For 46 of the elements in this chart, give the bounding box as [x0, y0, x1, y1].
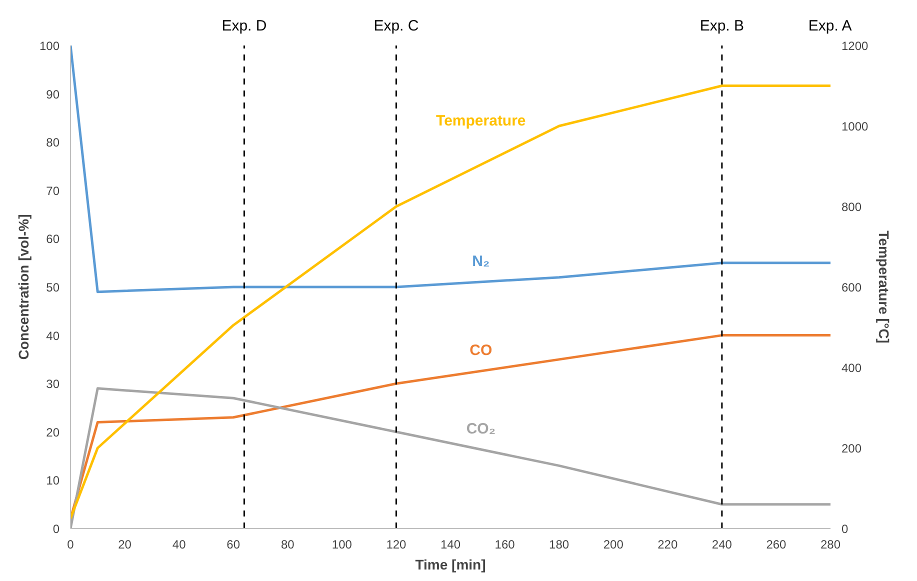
y-tick-label: 90: [46, 87, 60, 102]
x-tick-label: 20: [118, 538, 132, 552]
y2-tick-label: 1000: [842, 120, 869, 134]
series-label: CO: [470, 342, 492, 360]
x-tick-label: 260: [766, 538, 787, 552]
y2-tick-label: 1200: [842, 39, 869, 53]
x-tick-label: 160: [494, 538, 516, 552]
y-tick-label: 10: [46, 474, 60, 488]
line-series: [70, 84, 830, 520]
x-tick-label: 240: [712, 538, 732, 552]
x-tick-label: 280: [820, 538, 841, 552]
series-label: CO₂: [466, 420, 496, 438]
line-series: [70, 46, 830, 294]
y2-tick-label: 600: [842, 280, 862, 294]
text: Exp. A: [808, 18, 852, 34]
x-tick-label: 80: [280, 538, 295, 552]
x-tick-label: 200: [603, 538, 624, 552]
ref-line-label: Exp. B: [700, 18, 744, 34]
x-tick-label: 60: [226, 538, 240, 552]
y-tick-label: 0: [52, 522, 60, 536]
y-tick-label: 100: [39, 39, 60, 53]
y-tick-label: 30: [46, 377, 60, 392]
y2-tick-label: 400: [842, 361, 862, 375]
x-axis-title: Time [min]: [415, 556, 486, 572]
y-axis-title: Concentration [vol-%]: [15, 214, 32, 360]
y-tick-label: 60: [46, 232, 60, 246]
y2-axis-title: Temperature [°C]: [876, 230, 892, 344]
y2-tick-label: 800: [842, 200, 862, 214]
y-tick-label: 50: [46, 280, 60, 294]
x-tick-label: 100: [332, 538, 352, 552]
ref-line-label: Exp. C: [374, 18, 419, 34]
y-tick-label: 40: [46, 328, 60, 343]
y2-tick-label: 0: [842, 522, 848, 536]
y2-tick-label: 200: [842, 442, 862, 456]
x-tick-label: 140: [440, 538, 461, 552]
x-tick-label: 0: [67, 538, 74, 552]
x-tick-label: 40: [172, 538, 186, 552]
y-tick-label: 70: [46, 184, 60, 198]
y-tick-label: 80: [46, 136, 60, 150]
y-tick-label: 20: [46, 425, 60, 440]
x-tick-label: 180: [549, 538, 570, 552]
series-label: Temperature: [436, 112, 526, 130]
x-tick-label: 120: [386, 538, 407, 552]
ref-line-label: Exp. D: [222, 18, 267, 34]
series-label: N₂: [472, 252, 490, 270]
x-tick-label: 220: [658, 538, 678, 552]
